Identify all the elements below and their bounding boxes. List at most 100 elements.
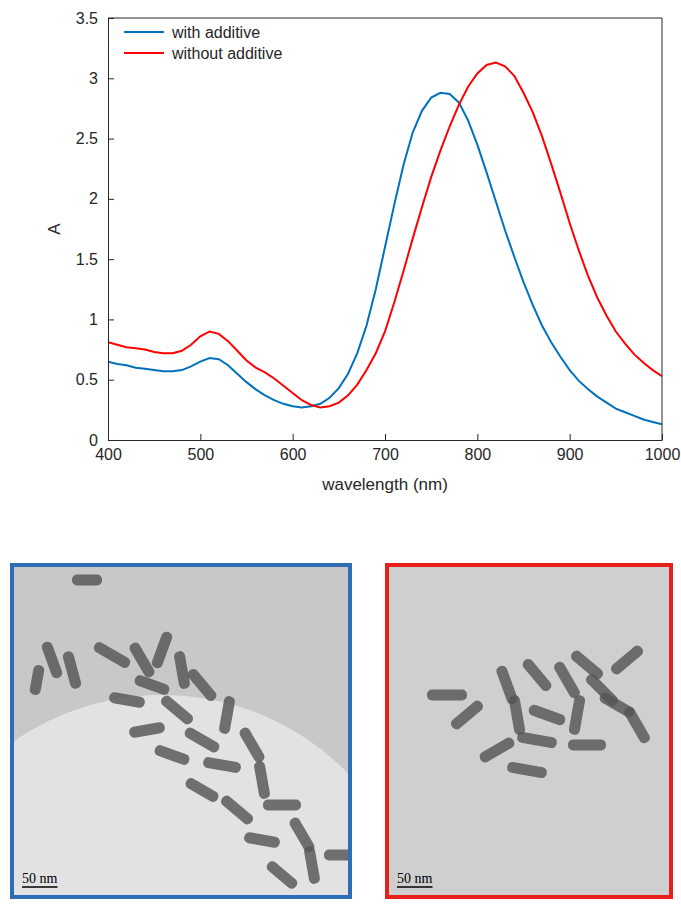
image-border (387, 565, 671, 897)
tick-mark (200, 434, 201, 440)
scale-bar-label: 50 nm (397, 871, 433, 886)
legend-swatch (124, 52, 164, 54)
legend-item: with additive (124, 24, 260, 41)
grid-hole (12, 695, 350, 897)
tick-label: 400 (95, 446, 122, 463)
legend-label: without additive (171, 45, 282, 62)
tick-mark (570, 434, 571, 440)
tick-label: 0.5 (76, 371, 98, 388)
tick: 0 (89, 432, 114, 449)
tick: 3.5 (76, 10, 114, 27)
tick-label: 800 (464, 446, 491, 463)
nanorod (569, 649, 605, 682)
tick-label: 600 (280, 446, 307, 463)
nanorod (516, 731, 557, 749)
legend-swatch (124, 31, 164, 33)
nanorod (218, 695, 235, 734)
tick-mark (108, 199, 114, 200)
nanorod (521, 657, 554, 693)
tick-label: 900 (557, 446, 584, 463)
tick: 1 (89, 311, 114, 328)
tick-label: 1 (89, 311, 98, 328)
nanorod (265, 859, 300, 891)
series-line (108, 93, 662, 425)
nanorod (568, 694, 586, 735)
tick-label: 700 (372, 446, 399, 463)
nanorod (150, 630, 173, 669)
nanorod (159, 694, 195, 727)
axis-line (108, 19, 109, 441)
nanorod (552, 660, 582, 700)
nanorod (219, 794, 255, 827)
nanorod (184, 776, 221, 804)
y-axis-title: A (45, 223, 64, 235)
nanorod (609, 644, 645, 677)
tick: 3 (89, 70, 114, 87)
image-border (12, 565, 350, 897)
frame-line (662, 18, 663, 440)
tick-label: 1000 (645, 446, 681, 463)
lines (108, 63, 662, 425)
tick: 2.5 (76, 130, 114, 147)
scale-bar (397, 886, 433, 888)
tick: 600 (280, 434, 307, 463)
tick-mark (108, 18, 114, 19)
nanorod (128, 641, 157, 679)
image-content (12, 565, 350, 897)
tick-mark (385, 434, 386, 440)
y-axis: 0 0.5 1 1.5 2 2.5 3 3.5 (76, 10, 114, 449)
tick-label: 1.5 (76, 251, 98, 268)
nanorod (263, 800, 301, 811)
nanorod (253, 760, 270, 799)
nanorod (108, 691, 145, 708)
tick-label: 500 (187, 446, 214, 463)
scale-bar-label: 50 nm (22, 871, 58, 886)
nanorod (478, 736, 516, 765)
tick-mark (293, 434, 294, 440)
tick: 0.5 (76, 371, 114, 388)
nanorod (72, 575, 102, 586)
x-axis: 400 500 600 700 800 900 1000 (95, 434, 680, 463)
tick-label: 3.5 (76, 10, 98, 27)
tick: 500 (187, 434, 214, 463)
nanorod (153, 744, 191, 767)
legend: with additive without additive (124, 24, 282, 62)
nanorod (324, 850, 350, 861)
nanorod (202, 756, 241, 773)
nanorod (508, 694, 526, 735)
tick-label: 2.5 (76, 130, 98, 147)
nanorod (238, 726, 267, 764)
tick-mark (108, 319, 114, 320)
nanorod (40, 640, 63, 679)
tick: 1000 (645, 434, 681, 463)
nanorod (128, 721, 165, 738)
tick-label: 2 (89, 190, 98, 207)
tick: 800 (464, 434, 491, 463)
image-background (387, 565, 671, 897)
tick: 700 (372, 434, 399, 463)
scale-bar (22, 886, 58, 888)
nanorod (427, 690, 467, 701)
nanorod (527, 703, 566, 726)
nanorod (133, 674, 171, 697)
nanorod (173, 650, 190, 689)
tick-mark (108, 440, 114, 441)
nanorod (506, 761, 547, 779)
tick-label: 0 (89, 432, 98, 449)
nanorod (568, 740, 606, 751)
axis-line (109, 440, 663, 441)
tick-mark (108, 259, 114, 260)
nanorod (183, 726, 221, 755)
tick-mark (662, 434, 663, 440)
tick-label: 3 (89, 70, 98, 87)
nanorod (449, 699, 485, 732)
frame-line (108, 18, 662, 19)
tem-image: 50 nm (387, 565, 671, 897)
tick: 1.5 (76, 251, 114, 268)
tick: 2 (89, 190, 114, 207)
image-content (387, 565, 671, 897)
nanorod (62, 650, 82, 690)
legend-label: with additive (171, 24, 260, 41)
nanorod (92, 640, 132, 670)
tick-mark (108, 380, 114, 381)
